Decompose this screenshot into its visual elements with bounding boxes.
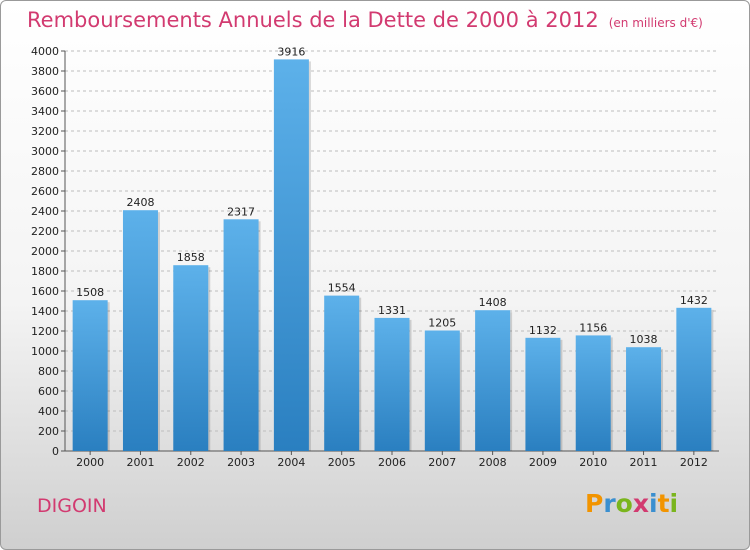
y-tick-label: 1400	[31, 305, 59, 318]
label-layer: 1508 2408 1858 2317 3916 1554 1331 1205 1408 1132…	[76, 45, 708, 346]
proxiti-logo: Proxiti	[585, 489, 678, 518]
chart-title-main: Remboursements Annuels de la Dette de 20…	[27, 8, 599, 32]
y-tick-label: 3400	[31, 105, 59, 118]
x-tick-label: 2002	[177, 456, 205, 469]
city-name: DIGOIN	[37, 495, 107, 517]
y-tick-label: 4000	[31, 45, 59, 58]
y-tick-label: 2800	[31, 165, 59, 178]
value-label: 1408	[479, 296, 507, 309]
value-label: 3916	[277, 45, 305, 58]
chart-title: Remboursements Annuels de la Dette de 20…	[27, 8, 703, 32]
bar-2004	[273, 59, 309, 452]
value-label: 1205	[428, 317, 456, 330]
x-tick-label: 2001	[126, 456, 154, 469]
bar-2011	[626, 347, 662, 451]
logo-letter: o	[615, 489, 633, 518]
y-tick-label: 600	[38, 385, 59, 398]
value-label: 1331	[378, 304, 406, 317]
bar-layer	[72, 59, 714, 452]
y-tick-label: 3800	[31, 65, 59, 78]
x-tick-label: 2008	[479, 456, 507, 469]
x-tick-label: 2006	[378, 456, 406, 469]
x-tick-label: 2003	[227, 456, 255, 469]
y-tick-label: 1800	[31, 265, 59, 278]
logo-letter: t	[657, 489, 670, 518]
y-tick-label: 800	[38, 365, 59, 378]
value-label: 1156	[579, 321, 607, 334]
x-tick-label: 2005	[328, 456, 356, 469]
value-label: 1858	[177, 251, 205, 264]
bar-2007	[424, 330, 460, 451]
x-tick-label: 2010	[579, 456, 607, 469]
bar-2001	[122, 210, 158, 451]
x-tick-label: 2000	[76, 456, 104, 469]
x-tick-label: 2011	[630, 456, 658, 469]
value-label: 2408	[126, 196, 154, 209]
value-label: 1554	[328, 282, 356, 295]
logo-letter: r	[603, 489, 616, 518]
value-label: 1508	[76, 286, 104, 299]
x-tick-label: 2004	[277, 456, 305, 469]
value-label: 1432	[680, 294, 708, 307]
value-label: 2317	[227, 205, 255, 218]
y-tick-label: 3600	[31, 85, 59, 98]
x-tick-label: 2012	[680, 456, 708, 469]
bar-2003	[223, 219, 259, 451]
y-tick-label: 0	[52, 445, 59, 458]
value-label: 1132	[529, 324, 557, 337]
bar-2000	[72, 300, 108, 451]
y-tick-label: 1000	[31, 345, 59, 358]
bar-2010	[575, 335, 611, 451]
y-tick-label: 1600	[31, 285, 59, 298]
logo-letter: x	[632, 489, 649, 518]
y-tick-label: 3200	[31, 125, 59, 138]
bar-2009	[525, 337, 561, 451]
y-tick-label: 2000	[31, 245, 59, 258]
y-tick-label: 400	[38, 405, 59, 418]
x-tick-label: 2007	[428, 456, 456, 469]
bar-2006	[374, 317, 410, 451]
bar-2008	[475, 310, 511, 451]
bar-2005	[324, 295, 360, 451]
y-tick-label: 2400	[31, 205, 59, 218]
bar-2002	[173, 265, 209, 451]
y-tick-label: 200	[38, 425, 59, 438]
logo-letter: i	[669, 489, 679, 518]
value-label: 1038	[630, 333, 658, 346]
y-tick-label: 2200	[31, 225, 59, 238]
bar-2012	[676, 307, 712, 451]
x-tick-label: 2009	[529, 456, 557, 469]
y-tick-label: 2600	[31, 185, 59, 198]
logo-letter: i	[649, 489, 658, 518]
chart-unit-note: (en milliers d'€)	[608, 16, 703, 30]
logo-letter: P	[585, 489, 604, 518]
y-tick-label: 1200	[31, 325, 59, 338]
y-tick-label: 3000	[31, 145, 59, 158]
